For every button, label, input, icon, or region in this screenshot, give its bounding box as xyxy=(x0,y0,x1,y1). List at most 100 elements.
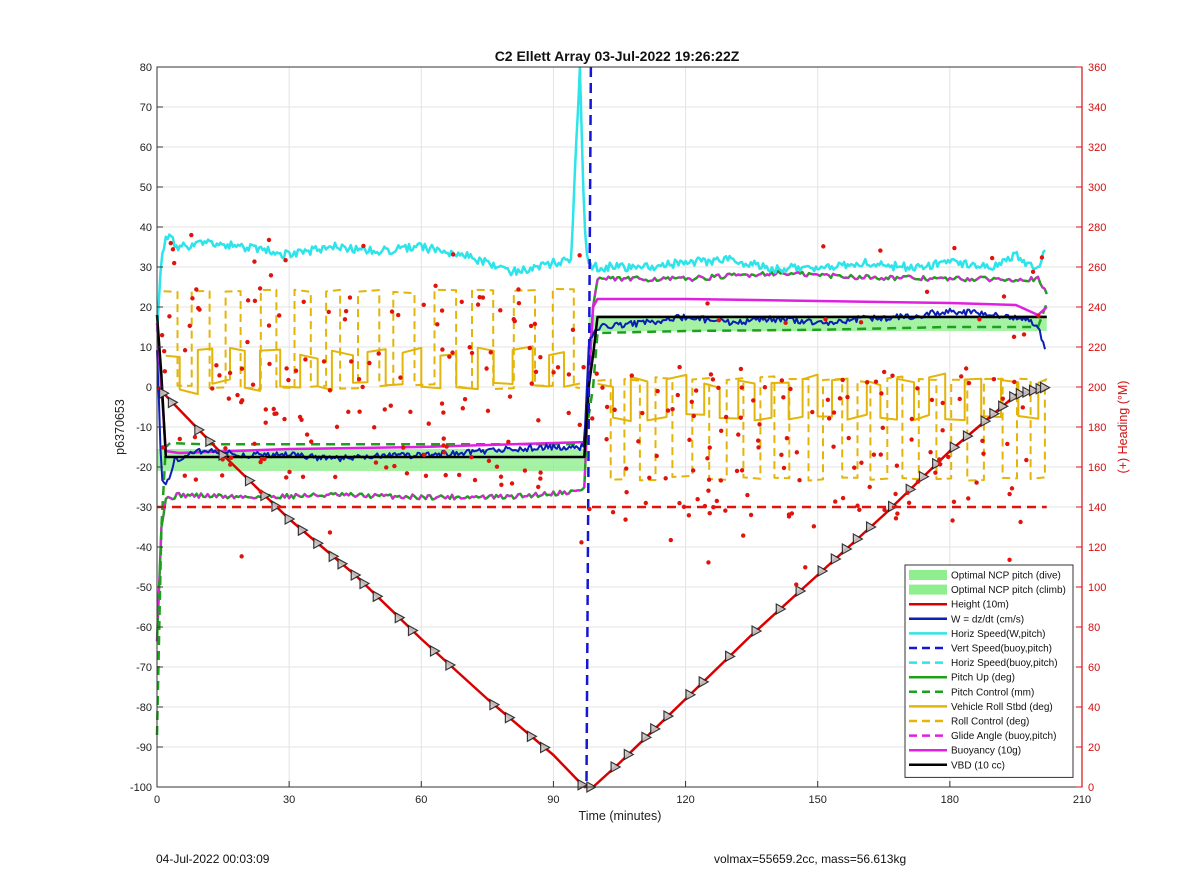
heading-point xyxy=(689,399,694,405)
y-tick-label: 60 xyxy=(140,142,152,154)
series-glide-angle xyxy=(156,270,1048,642)
y2-tick-label: 160 xyxy=(1088,462,1106,474)
y2-tick-label: 240 xyxy=(1088,302,1106,314)
heading-point xyxy=(223,446,228,451)
y2-tick-label: 180 xyxy=(1088,422,1106,434)
height-marker xyxy=(650,722,661,735)
heading-point xyxy=(494,464,500,469)
heading-point xyxy=(239,554,244,559)
legend-swatch xyxy=(909,584,947,595)
heading-point xyxy=(718,428,724,434)
heading-point xyxy=(327,388,333,393)
height-marker xyxy=(1015,387,1027,400)
heading-point xyxy=(867,484,872,490)
legend-label: W = dz/dt (cm/s) xyxy=(951,614,1024,625)
heading-point xyxy=(906,500,912,506)
height-marker xyxy=(540,741,551,754)
heading-point xyxy=(227,370,233,376)
heading-point xyxy=(443,472,448,478)
heading-point xyxy=(257,286,263,291)
heading-point xyxy=(440,347,445,352)
series-roll-control-climb xyxy=(597,375,1048,482)
height-marker xyxy=(817,564,829,578)
x-tick-label: 90 xyxy=(547,794,559,806)
heading-point xyxy=(262,456,267,462)
heading-point xyxy=(950,518,955,523)
heading-point xyxy=(462,397,468,402)
heading-point xyxy=(284,366,289,371)
heading-point xyxy=(467,345,472,350)
legend-box xyxy=(904,564,1074,778)
heading-point xyxy=(604,404,610,410)
heading-point xyxy=(522,468,528,473)
heading-point xyxy=(349,359,354,364)
heading-point xyxy=(716,318,722,323)
heading-point xyxy=(594,371,599,376)
heading-point xyxy=(1021,332,1027,337)
heading-point xyxy=(342,317,348,322)
heading-point xyxy=(469,454,474,460)
heading-point xyxy=(686,513,692,518)
heading-point xyxy=(786,514,792,519)
heading-point xyxy=(940,400,945,406)
heading-point xyxy=(864,380,870,385)
heading-point xyxy=(488,350,493,355)
heading-point xyxy=(909,416,915,422)
heading-point xyxy=(408,409,413,415)
height-marker xyxy=(271,500,283,513)
heading-point xyxy=(441,436,446,441)
y-axis-label: p6370653 xyxy=(113,399,127,455)
axes: 0 30 60 90 120 150 180 210-100-90-80-70-60-50-4… xyxy=(130,62,1106,806)
heading-point xyxy=(536,418,541,423)
height-marker xyxy=(610,760,622,774)
y2-tick-label: 120 xyxy=(1088,542,1106,554)
heading-point xyxy=(951,499,957,505)
heading-point xyxy=(301,299,306,304)
heading-point xyxy=(258,459,263,465)
y-tick-label: -100 xyxy=(130,782,152,794)
heading-point xyxy=(714,498,720,504)
heading-point xyxy=(509,481,515,486)
y2-tick-label: 300 xyxy=(1088,182,1106,194)
legend-label: Vehicle Roll Stbd (deg) xyxy=(951,702,1053,713)
heading-point xyxy=(456,472,462,478)
heading-point xyxy=(210,386,215,391)
y-tick-label: -10 xyxy=(136,422,152,434)
heading-point xyxy=(376,351,381,356)
y-tick-label: -80 xyxy=(136,702,152,714)
heading-point xyxy=(974,480,979,485)
heading-point xyxy=(757,422,762,427)
heading-point xyxy=(655,388,660,394)
heading-point xyxy=(882,507,887,513)
legend: Optimal NCP pitch (dive) Optimal NCP pitc… xyxy=(904,564,1074,778)
series-vert-speed-buoy xyxy=(585,66,593,788)
heading-point xyxy=(161,348,167,354)
heading-point xyxy=(441,450,447,455)
heading-point xyxy=(485,408,491,414)
x-axis-label: Time (minutes) xyxy=(579,809,662,823)
height-marker xyxy=(313,537,325,550)
heading-point xyxy=(734,468,740,474)
height-marker xyxy=(641,731,653,744)
legend-label: Vert Speed(buoy,pitch) xyxy=(951,644,1052,655)
heading-point xyxy=(643,500,648,506)
y-tick-label: 40 xyxy=(140,222,152,234)
y2-tick-label: 340 xyxy=(1088,102,1106,114)
heading-point xyxy=(966,380,972,386)
heading-point xyxy=(640,410,645,416)
heading-point xyxy=(1011,334,1017,339)
heading-point xyxy=(171,260,177,266)
heading-point xyxy=(404,471,410,476)
heading-point xyxy=(388,403,393,408)
heading-point xyxy=(398,375,403,380)
heading-point xyxy=(477,295,482,300)
heading-point xyxy=(708,372,714,377)
height-marker xyxy=(623,748,635,761)
heading-point xyxy=(794,450,800,455)
height-marker xyxy=(949,441,961,454)
heading-point xyxy=(833,499,838,504)
heading-point xyxy=(1012,379,1017,385)
heading-point xyxy=(723,508,728,513)
heading-point xyxy=(612,407,617,412)
heading-point xyxy=(475,302,481,307)
